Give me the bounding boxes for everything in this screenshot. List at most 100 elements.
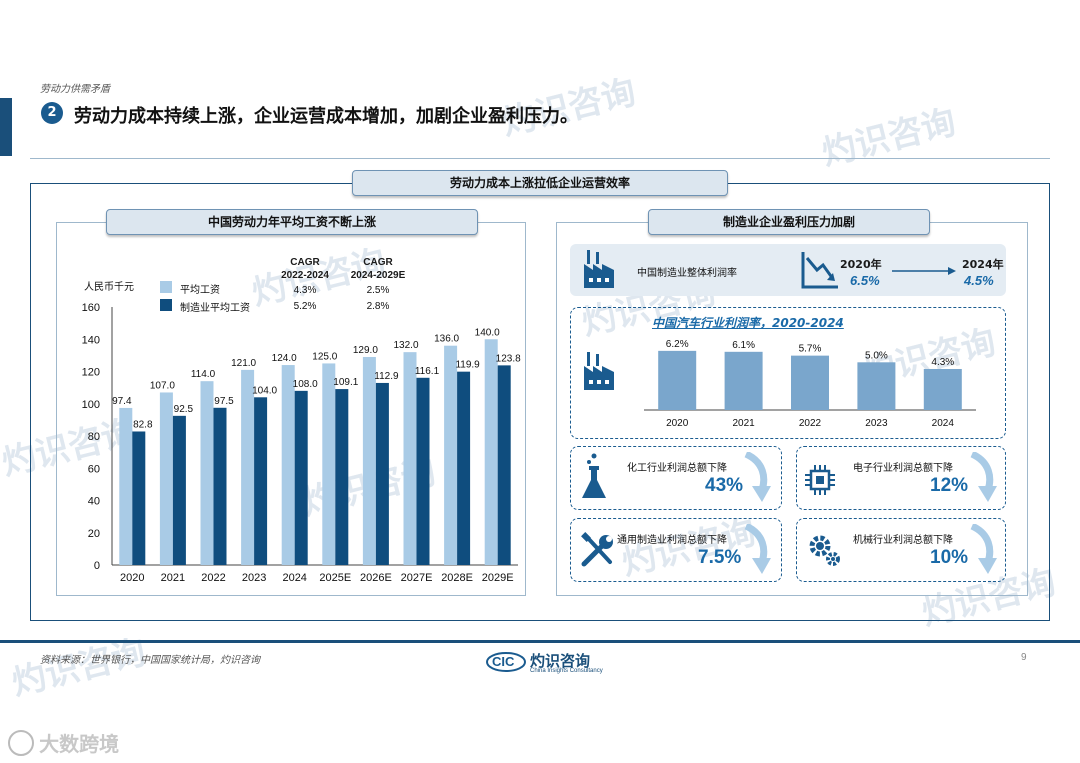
bar-auto-profit — [791, 355, 829, 410]
data-label-mfg: 123.8 — [496, 353, 521, 364]
data-label-mfg: 108.0 — [293, 379, 318, 390]
machinery-card-value: 10% — [930, 547, 969, 568]
y-tick-label: 0 — [94, 560, 100, 572]
bar-avg-wage — [241, 369, 255, 565]
profit-panel-title: 制造业企业盈利压力加剧 — [648, 209, 930, 235]
data-label-avg: 136.0 — [434, 334, 459, 345]
wage-bar-chart: 0 20 40 60 80 100 120 140 160 97.4 82.8 2020 107.0 92… — [82, 302, 522, 584]
legend-label-mfg: 制造业平均工资 — [180, 303, 250, 314]
legend-swatch-avg — [160, 281, 172, 293]
cagr-header-2-line2: 2024-2029E — [350, 270, 406, 281]
x-tick-label: 2024 — [932, 418, 955, 429]
from-year: 2020年 — [840, 258, 882, 271]
bar-mfg-wage — [213, 407, 227, 565]
bar-auto-profit — [724, 351, 763, 410]
electronics-card-label: 电子行业利润总额下降 — [853, 463, 953, 474]
cagr-header-1-line1: CAGR — [290, 257, 320, 268]
cagr-header-2: CAGR 2024-2029E — [340, 256, 416, 282]
header-accent-bar — [0, 98, 12, 156]
y-tick-label: 20 — [88, 528, 100, 540]
data-label-mfg: 92.5 — [174, 404, 194, 415]
footer-logo: CIC 灼识咨询 China Insights Consultancy — [486, 649, 606, 679]
watermark: 灼识咨询 — [818, 102, 960, 174]
legend-swatch-mfg — [160, 299, 172, 311]
x-tick-label: 2021 — [732, 418, 755, 429]
bar-avg-wage — [444, 345, 458, 565]
bar-avg-wage — [322, 363, 336, 565]
cagr-header-1-line2: 2022-2024 — [281, 270, 329, 281]
bar-avg-wage — [119, 407, 133, 565]
general-mfg-card-label: 通用制造业利润总额下降 — [617, 535, 727, 546]
data-label-mfg: 104.0 — [252, 385, 277, 396]
cagr-header-2-line1: CAGR — [363, 257, 393, 268]
auto-profit-box — [570, 307, 1006, 439]
machinery-card-label: 机械行业利润总额下降 — [853, 535, 953, 546]
data-label-auto: 6.1% — [732, 340, 755, 351]
bar-avg-wage — [281, 365, 295, 565]
data-label-avg: 107.0 — [150, 380, 175, 391]
x-tick-label: 2022 — [799, 418, 822, 429]
bar-avg-wage — [159, 392, 173, 565]
bar-auto-profit — [857, 362, 896, 410]
cagr-avg-1: 4.3% — [293, 285, 317, 296]
bar-mfg-wage — [254, 397, 268, 565]
down-arrow-icon — [970, 452, 997, 502]
from-value: 6.5% — [850, 273, 880, 288]
footer-divider — [0, 640, 1080, 643]
auto-profit-title: 中国汽车行业利润率，2020-2024 — [652, 316, 844, 330]
y-tick-label: 40 — [88, 496, 100, 508]
logo-en: China Insights Consultancy — [530, 668, 603, 674]
bar-mfg-wage — [416, 377, 430, 565]
down-arrow-icon — [970, 524, 997, 574]
cagr-mfg-1: 5.2% — [293, 301, 317, 312]
electronics-card — [796, 446, 1006, 510]
decline-chart-icon — [801, 252, 838, 289]
y-tick-label: 140 — [82, 334, 100, 346]
logo-cn: 灼识咨询 — [530, 652, 591, 670]
y-tick-label: 160 — [82, 302, 100, 314]
overall-profit-label: 中国制造业整体利润率 — [637, 268, 737, 279]
banner-title: 劳动力成本上涨拉低企业运营效率 — [352, 170, 728, 196]
y-tick-label: 80 — [88, 431, 100, 443]
bar-avg-wage — [484, 339, 498, 565]
wage-panel-title: 中国劳动力年平均工资不断上涨 — [106, 209, 478, 235]
title-divider — [30, 158, 1050, 159]
section-number-badge: 2 — [41, 102, 63, 124]
data-label-auto: 5.0% — [865, 350, 888, 361]
data-label-avg: 121.0 — [231, 358, 256, 369]
overall-profit-box — [570, 244, 1006, 296]
x-tick-label: 2026E — [360, 572, 392, 584]
general-mfg-card — [570, 518, 782, 582]
data-label-mfg: 109.1 — [333, 377, 358, 388]
data-label-avg: 125.0 — [312, 351, 337, 362]
down-arrow-icon — [744, 524, 771, 574]
bar-avg-wage — [403, 352, 417, 565]
cagr-mfg-2: 2.8% — [366, 301, 390, 312]
chemical-card — [570, 446, 782, 510]
x-tick-label: 2020 — [120, 572, 144, 584]
gears-icon — [809, 535, 840, 566]
bar-mfg-wage — [335, 389, 349, 565]
data-label-auto: 4.3% — [931, 357, 954, 368]
data-label-avg: 97.4 — [112, 396, 132, 407]
auto-profit-bar-chart: 6.2% 2020 6.1% 2021 5.7% 2022 5.0% 2023 4.3% 2024 — [644, 339, 976, 429]
cic-logo-mark: CIC — [492, 654, 515, 669]
bottom-brand: 大数跨境 — [8, 728, 119, 758]
bar-avg-wage — [362, 356, 376, 565]
x-tick-label: 2025E — [319, 572, 351, 584]
data-label-auto: 6.2% — [666, 339, 689, 350]
machinery-card — [796, 518, 1006, 582]
x-tick-label: 2021 — [161, 572, 185, 584]
data-label-mfg: 97.5 — [214, 396, 234, 407]
to-value: 4.5% — [964, 273, 994, 288]
x-tick-label: 2020 — [666, 418, 689, 429]
data-label-auto: 5.7% — [799, 344, 822, 355]
tools-icon — [581, 532, 613, 567]
bar-auto-profit — [923, 368, 962, 410]
data-label-avg: 132.0 — [393, 340, 418, 351]
down-arrow-icon — [744, 452, 771, 502]
bar-avg-wage — [200, 381, 214, 565]
page-number: 9 — [1021, 652, 1027, 663]
brand-name: 大数跨境 — [39, 732, 120, 756]
to-year: 2024年 — [962, 258, 1004, 271]
